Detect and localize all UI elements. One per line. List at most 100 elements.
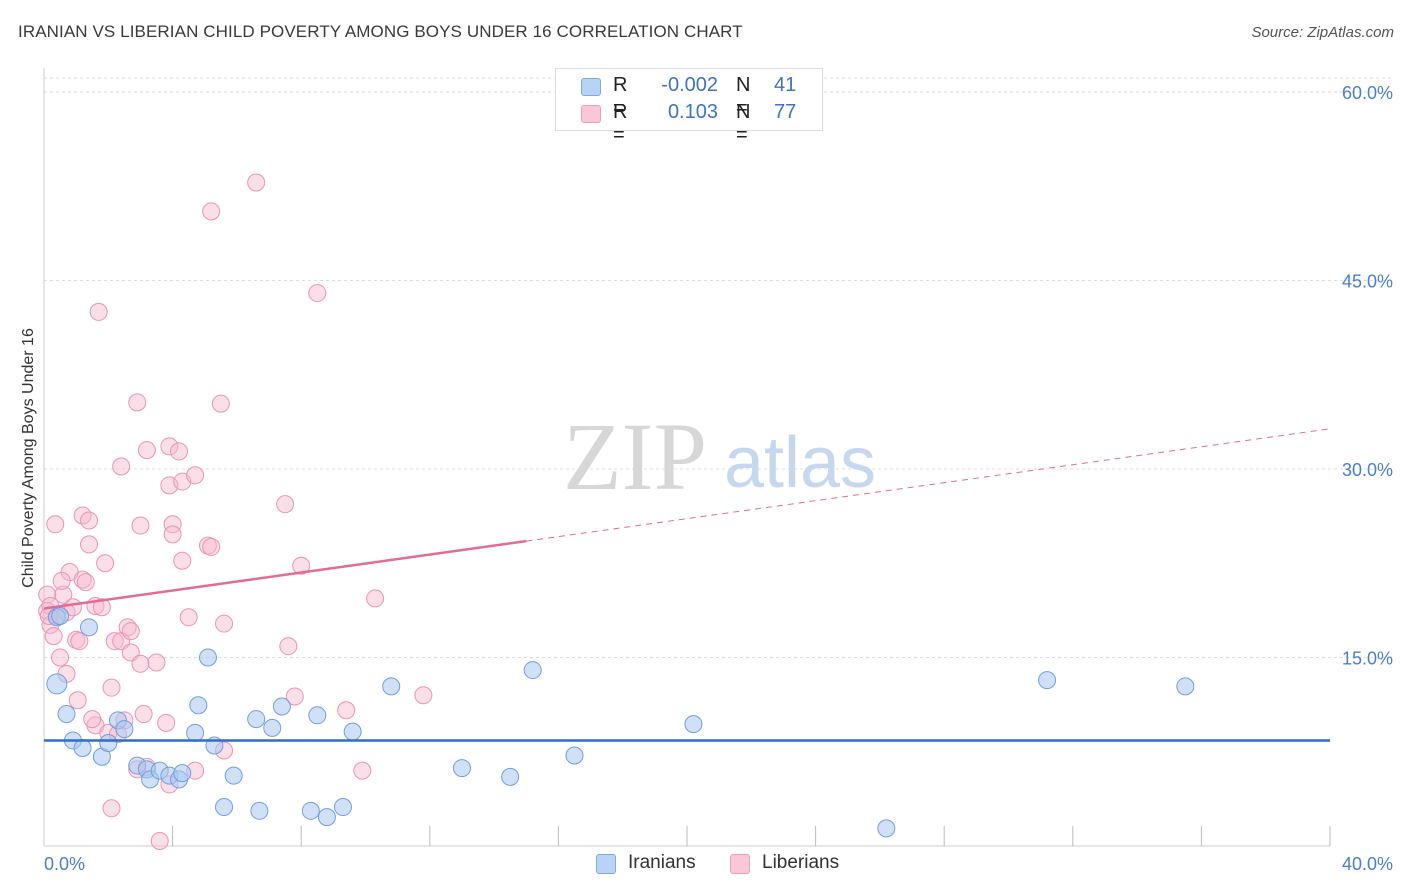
liberian-point (54, 585, 73, 604)
iranian-point (1176, 677, 1195, 696)
liberian-point (134, 705, 153, 724)
liberian-point (337, 701, 356, 720)
liberian-point (147, 653, 166, 672)
iranian-point (115, 720, 134, 739)
liberians-swatch (581, 105, 601, 123)
liberian-point (83, 710, 102, 729)
liberian-point (105, 632, 124, 651)
watermark-zip: ZIP (563, 403, 707, 510)
iranian-point (501, 767, 520, 786)
liberian-point (121, 622, 140, 641)
r-label: R = (613, 74, 628, 119)
r-label: R = (613, 101, 628, 146)
stats-legend: R = -0.002 N = 41 R = 0.103 N = 77 (555, 68, 823, 146)
iranian-point (308, 706, 327, 725)
liberian-point (112, 457, 131, 476)
liberian-point (38, 585, 57, 604)
liberian-point (80, 535, 99, 554)
liberian-point (102, 678, 121, 697)
liberians-points (38, 173, 433, 850)
iranian-point (452, 759, 471, 778)
n-label: N = (736, 101, 751, 146)
iranian-point (250, 801, 269, 820)
iranian-point (80, 618, 99, 637)
liberian-point (44, 627, 63, 646)
y-tick-label: 15.0% (1342, 649, 1393, 669)
iranian-point (247, 710, 266, 729)
iranian-point (215, 798, 234, 817)
liberians-trend-line (43, 539, 527, 610)
liberian-point (160, 437, 179, 456)
liberian-point (73, 570, 92, 589)
iranian-point (565, 746, 584, 765)
x-tick-label: 0.0% (44, 854, 85, 874)
liberians-n-value: 77 (774, 101, 797, 123)
liberian-point (80, 511, 99, 530)
axes (43, 68, 1331, 847)
iranian-point (333, 798, 352, 817)
y-tick-label: 45.0% (1342, 272, 1393, 292)
iranian-point (173, 764, 192, 783)
liberian-point (89, 302, 108, 321)
liberian-point (308, 284, 327, 303)
liberian-point (215, 614, 234, 633)
iranian-point (382, 677, 401, 696)
liberian-point (211, 394, 230, 413)
liberian-point (414, 686, 433, 705)
liberian-point (96, 554, 115, 573)
liberian-point (128, 393, 147, 412)
liberians-legend-swatch (730, 854, 750, 874)
iranian-point (301, 801, 320, 820)
iranian-point (189, 696, 208, 715)
iranians-n-value: 41 (774, 74, 797, 96)
liberians-legend-label: Liberians (762, 852, 840, 873)
iranian-point (317, 808, 336, 827)
trend-lines (43, 428, 1331, 742)
iranian-point (57, 705, 76, 724)
liberian-point (76, 573, 95, 592)
liberian-point (292, 556, 311, 575)
iranians-points (46, 607, 1195, 838)
liberian-point (131, 516, 150, 535)
liberian-point (70, 632, 89, 651)
iranians-legend-label: Iranians (628, 852, 696, 873)
iranian-point (51, 607, 70, 626)
iranian-point (343, 722, 362, 741)
iranians-r-value: -0.002 (661, 74, 718, 96)
iranian-point (46, 673, 68, 695)
liberians-r-value: 0.103 (667, 101, 718, 123)
y-tick-label: 60.0% (1342, 83, 1393, 103)
x-tick-label: 40.0% (1342, 854, 1393, 874)
chart-title: IRANIAN VS LIBERIAN CHILD POVERTY AMONG … (18, 22, 743, 41)
liberian-point (102, 799, 121, 818)
liberian-point (285, 687, 304, 706)
liberian-point (163, 515, 182, 534)
n-label: N = (736, 74, 751, 119)
liberian-point (179, 608, 198, 627)
liberian-point (276, 495, 295, 514)
liberian-point (186, 466, 205, 485)
liberians-trend-extension (526, 428, 1331, 542)
liberian-point (137, 441, 156, 460)
iranian-point (224, 766, 243, 785)
iranians-legend-swatch (596, 854, 616, 874)
liberian-point (202, 202, 221, 221)
iranian-point (1038, 671, 1057, 690)
liberian-point (173, 551, 192, 570)
liberian-point (366, 589, 385, 608)
grid-lines (44, 77, 1394, 658)
iranian-point (877, 819, 896, 838)
liberian-point (51, 648, 70, 667)
liberian-point (46, 515, 65, 534)
watermark-atlas: atlas (724, 423, 876, 503)
liberian-point (163, 525, 182, 544)
liberian-point (150, 831, 169, 850)
source-label: Source: ZipAtlas.com (1251, 24, 1394, 41)
liberian-point (68, 691, 87, 710)
iranian-point (73, 738, 92, 757)
liberian-point (353, 761, 372, 780)
liberian-point (247, 173, 266, 192)
liberian-point (157, 713, 176, 732)
liberian-point (202, 537, 221, 556)
